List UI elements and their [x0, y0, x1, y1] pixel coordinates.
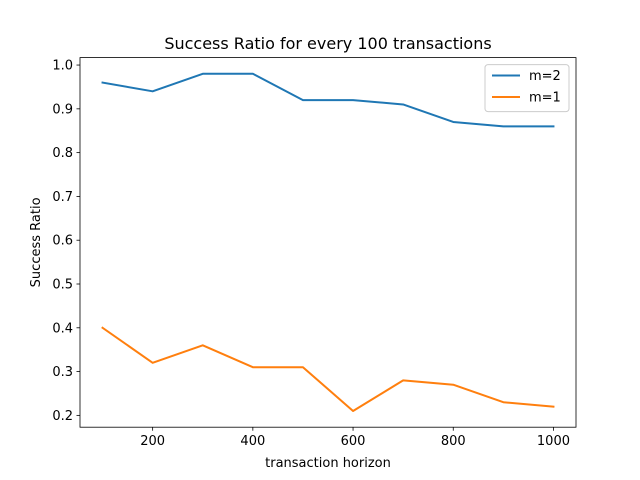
x-tick-label: 1000 [537, 434, 570, 449]
x-axis-label: transaction horizon [265, 456, 391, 471]
plot-frame [79, 57, 577, 428]
series-line-m2 [101, 72, 555, 128]
legend-label-m1: m=1 [529, 91, 561, 106]
x-tick-label: 400 [240, 434, 265, 449]
y-axis-label: Success Ratio [29, 197, 44, 287]
y-axis-ticks: 0.2 0.3 0.4 0.5 0.6 0.7 0.8 0.9 1.0 [52, 59, 80, 424]
y-tick-label: 0.3 [52, 365, 73, 380]
x-tick-label: 200 [140, 434, 165, 449]
legend-label-m2: m=2 [529, 69, 561, 84]
legend: m=2 m=1 [484, 64, 570, 113]
x-tick-label: 600 [341, 434, 366, 449]
y-tick-label: 0.2 [52, 409, 73, 424]
y-tick-label: 0.6 [52, 234, 73, 249]
y-tick-label: 0.7 [52, 190, 73, 205]
y-tick-label: 0.9 [52, 102, 73, 117]
chart-title: Success Ratio for every 100 transactions [164, 34, 491, 53]
x-tick-label: 800 [441, 434, 466, 449]
plot-area [80, 57, 576, 428]
y-tick-label: 0.4 [52, 321, 73, 336]
y-tick-label: 1.0 [52, 59, 73, 74]
x-axis-ticks: 200 400 600 800 1000 [140, 427, 570, 449]
series-line-m1 [101, 326, 555, 412]
series-lines [101, 72, 555, 412]
y-tick-label: 0.5 [52, 278, 73, 293]
y-tick-label: 0.8 [52, 146, 73, 161]
